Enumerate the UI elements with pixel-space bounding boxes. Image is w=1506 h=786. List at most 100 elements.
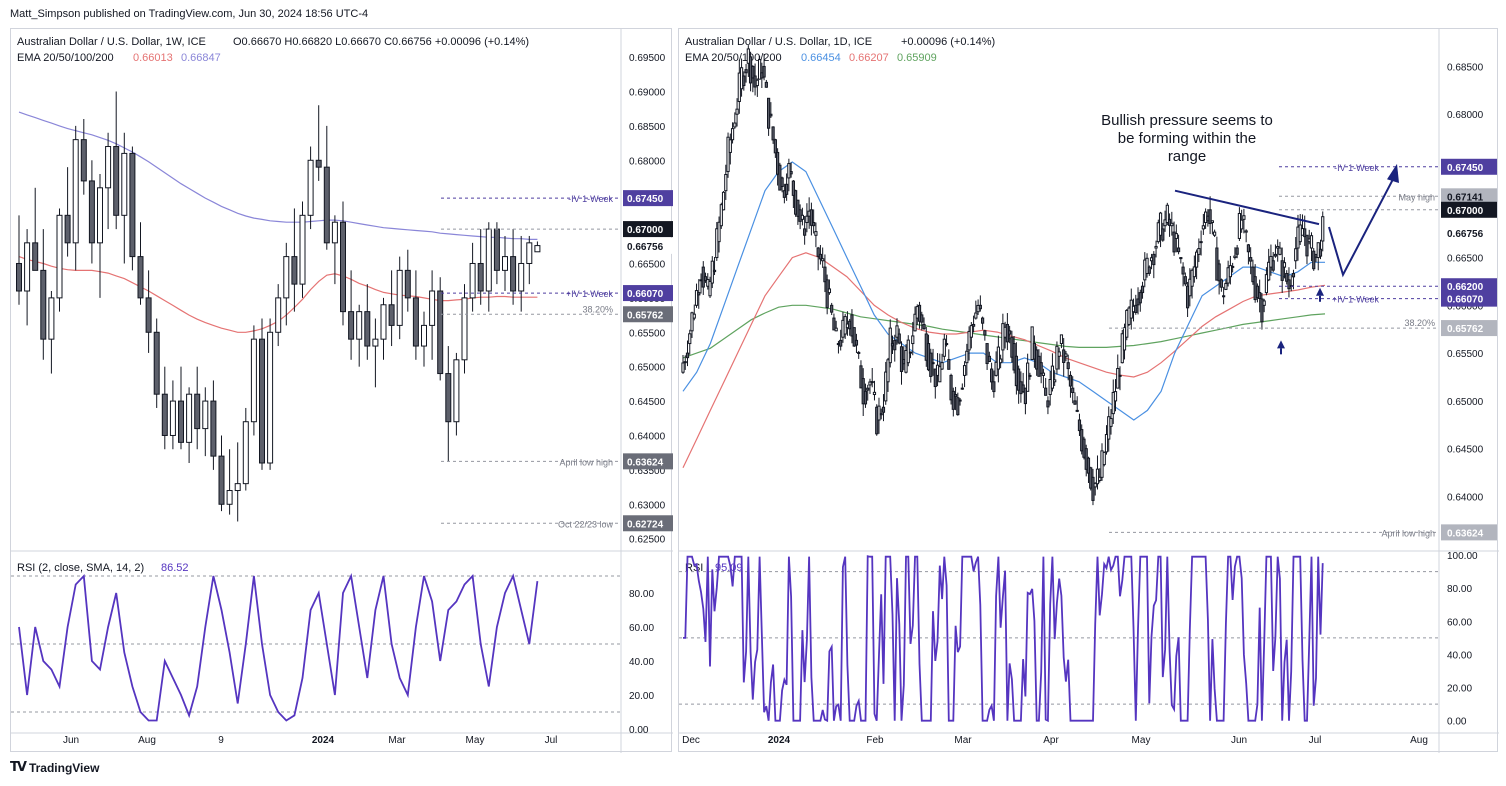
candle-body <box>996 346 1000 370</box>
price-tag <box>1441 278 1497 295</box>
candle-body <box>1176 247 1181 253</box>
candle-body <box>348 311 355 340</box>
price-tag <box>1441 201 1497 218</box>
candle-body <box>776 151 780 175</box>
tradingview-logo-icon: TV <box>10 760 27 775</box>
daily-chart-svg[interactable]: 0.685000.680000.675000.670000.665000.660… <box>679 29 1499 753</box>
daily-chart-panel[interactable]: 0.685000.680000.675000.670000.665000.660… <box>678 28 1499 753</box>
candle-body <box>299 214 306 285</box>
candle-body <box>1095 468 1100 485</box>
price-tag <box>623 221 673 238</box>
candle-body <box>1113 391 1118 402</box>
candle-body <box>121 152 128 216</box>
footer-brand[interactable]: TV TradingView <box>10 760 99 775</box>
y-tick-label: 0.68000 <box>1447 110 1484 121</box>
candle-body <box>1091 476 1095 501</box>
candle-body <box>202 400 209 430</box>
candle-body <box>113 146 120 216</box>
candle-body <box>1303 228 1307 238</box>
up-arrow-icon <box>1277 340 1285 349</box>
candle-body <box>751 65 755 79</box>
ema50-value: 0.66207 <box>849 52 889 64</box>
candle-body <box>1260 298 1264 323</box>
candle-body <box>897 333 901 344</box>
ema50-value: 0.66013 <box>133 52 173 64</box>
candle-body <box>48 297 55 340</box>
x-tick-label: Jul <box>1309 735 1322 746</box>
weekly-chart-panel[interactable]: 0.695000.690000.685000.680000.675000.670… <box>10 28 673 753</box>
candle-body <box>1282 262 1287 268</box>
candle-body <box>762 65 766 78</box>
candle-body <box>1165 204 1169 224</box>
candle-body <box>32 242 39 271</box>
candle-body <box>814 231 818 236</box>
candle-body <box>16 262 22 292</box>
candle-body <box>1271 260 1275 271</box>
rsi-tick-label: 60.00 <box>629 623 654 634</box>
candle-body <box>911 335 915 345</box>
price-tag-label: 0.66756 <box>627 242 664 253</box>
candle-body <box>453 359 460 423</box>
candle-body <box>129 152 136 258</box>
candle-body <box>692 313 696 319</box>
x-tick-label: 9 <box>218 735 224 746</box>
candle-body <box>780 177 784 188</box>
candle-body <box>1278 247 1282 255</box>
candle-body <box>791 180 795 196</box>
price-tag-label: 0.67000 <box>627 225 664 236</box>
candle-body <box>1246 244 1251 253</box>
candle-body <box>863 390 868 405</box>
candle-body <box>1174 233 1178 239</box>
candle-body <box>1044 387 1048 396</box>
candle-body <box>1039 362 1043 374</box>
rsi-tick-label: 100.00 <box>1447 551 1478 562</box>
candle-body <box>1199 241 1203 244</box>
candle-body <box>1280 260 1284 281</box>
y-tick-label: 0.69000 <box>629 87 666 98</box>
price-tag <box>1441 524 1497 541</box>
price-tag <box>1441 320 1497 337</box>
candle-body <box>917 304 922 322</box>
rsi-tick-label: 80.00 <box>629 589 654 600</box>
candle-body <box>372 338 379 347</box>
candle-body <box>1172 231 1176 253</box>
candle-body <box>1224 282 1228 290</box>
candle-body <box>1190 269 1194 287</box>
candle-body <box>1179 257 1183 260</box>
candle-body <box>757 59 762 80</box>
candle-body <box>746 48 750 64</box>
y-tick-label: 0.69500 <box>629 53 666 64</box>
candle-body <box>477 262 484 292</box>
candle-body <box>1255 285 1260 299</box>
candle-body <box>137 256 144 299</box>
candle-body <box>742 75 746 87</box>
ema100-value: 0.66847 <box>181 52 221 64</box>
candle-body <box>688 333 692 345</box>
weekly-chart-svg[interactable]: 0.695000.690000.685000.680000.675000.670… <box>11 29 673 753</box>
candle-body <box>787 163 791 179</box>
candle-body <box>1064 353 1068 357</box>
price-tag <box>623 285 673 302</box>
price-tag-label: 0.67450 <box>1447 163 1484 174</box>
candle-body <box>88 180 95 244</box>
candle-body <box>938 366 942 383</box>
candle-body <box>1258 292 1262 300</box>
candle-body <box>1181 266 1185 275</box>
x-tick-label: May <box>1132 735 1151 746</box>
candle-body <box>194 393 201 430</box>
candle-body <box>789 171 793 175</box>
candle-body <box>719 204 723 227</box>
candle-body <box>291 256 298 285</box>
candle-body <box>1170 222 1174 227</box>
candle-body <box>526 242 533 264</box>
x-tick-label: May <box>466 735 485 746</box>
y-tick-label: 0.63500 <box>629 466 666 477</box>
candle-body <box>1041 372 1046 376</box>
candle-body <box>259 338 265 464</box>
price-tag <box>623 306 673 323</box>
candle-body <box>275 297 282 333</box>
candle-body <box>1312 250 1316 270</box>
candle-body <box>388 304 395 326</box>
candle-body <box>755 79 759 87</box>
candle-body <box>983 330 987 336</box>
